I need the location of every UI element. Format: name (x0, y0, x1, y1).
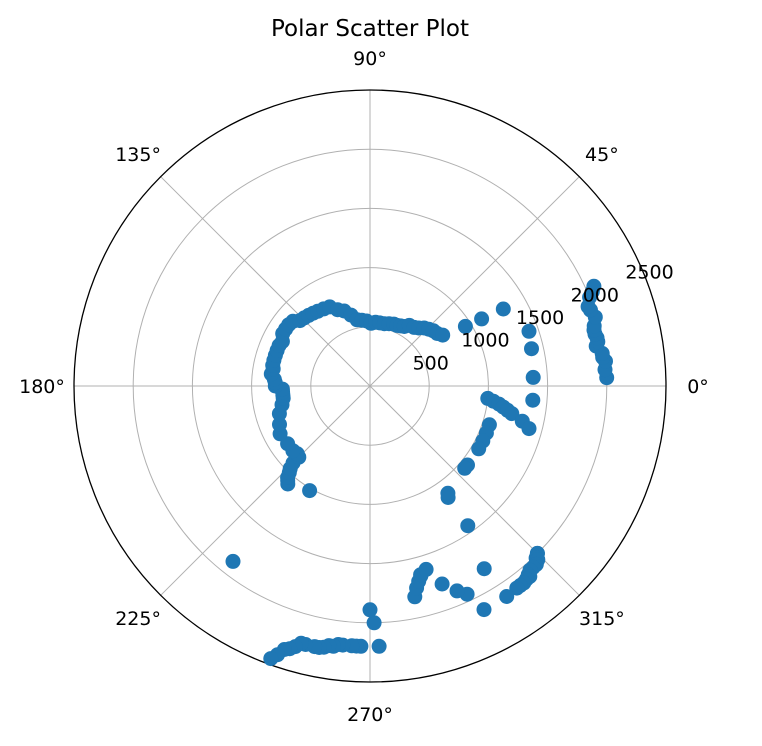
theta-tick-label: 180° (19, 376, 65, 398)
data-point (474, 311, 490, 327)
chart-title: Polar Scatter Plot (271, 16, 469, 42)
data-point (476, 561, 492, 577)
data-point (495, 301, 511, 317)
data-point (263, 651, 279, 667)
theta-tick-label: 315° (579, 608, 625, 630)
theta-tick-label: 225° (115, 608, 161, 630)
data-point (499, 589, 515, 604)
data-point (460, 518, 476, 534)
data-point (440, 485, 456, 501)
theta-grid-line-1 (369, 176, 580, 387)
data-point (225, 553, 241, 569)
theta-grid-line-5 (160, 385, 371, 596)
scatter-points (225, 278, 615, 667)
polar-grid (73, 89, 667, 683)
data-point (366, 615, 382, 631)
data-point (434, 576, 450, 592)
axis-labels: 0° 45° 90° 135° 180° 225° 270° 315° 500 1000 1500 2… (19, 48, 709, 726)
data-point (521, 323, 537, 339)
r-tick-label: 2000 (571, 284, 619, 306)
theta-tick-label: 270° (347, 704, 393, 726)
r-tick-label: 1500 (516, 307, 564, 329)
data-point (362, 602, 378, 618)
data-point (418, 561, 434, 577)
data-point (272, 416, 287, 432)
data-point (457, 318, 473, 334)
data-point (525, 369, 541, 385)
data-point (371, 638, 387, 654)
data-point (509, 580, 525, 596)
theta-grid-line-3 (160, 176, 371, 387)
data-point (525, 392, 541, 408)
theta-grid-line-7 (369, 385, 580, 596)
theta-tick-label: 135° (115, 144, 161, 166)
r-tick-label: 2500 (625, 262, 673, 284)
polar-frame (73, 89, 667, 683)
r-tick-label: 500 (413, 352, 449, 374)
r-tick-label: 1000 (461, 330, 509, 352)
data-point (435, 327, 451, 343)
data-point (449, 583, 465, 599)
data-point (524, 341, 539, 357)
data-point (476, 602, 492, 618)
theta-tick-label: 45° (585, 144, 619, 166)
theta-tick-label: 90° (353, 48, 387, 70)
data-point (471, 441, 487, 457)
data-point (521, 421, 537, 437)
theta-tick-label: 0° (687, 376, 709, 398)
data-point (586, 278, 602, 294)
data-point (302, 483, 318, 499)
data-point (504, 406, 520, 422)
data-point (457, 460, 473, 476)
